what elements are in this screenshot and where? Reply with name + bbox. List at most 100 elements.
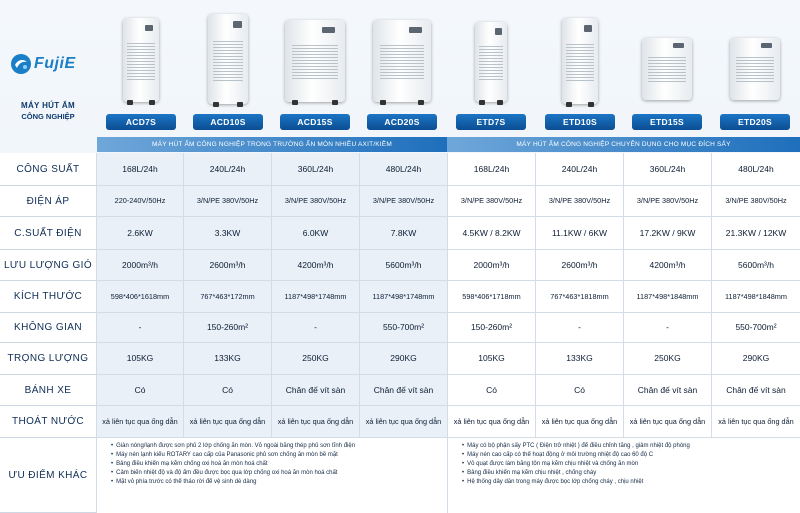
spec-cell: Chân đế vít sàn (359, 375, 447, 406)
spec-cell: 150-260m² (183, 313, 271, 343)
spec-row: TRỌNG LƯỢNG 105KG 133KG 250KG 290KG 105KG 133K… (0, 343, 800, 375)
spec-cell: 17.2KW / 9KW (623, 217, 711, 250)
spec-cell: 250KG (271, 343, 359, 375)
spec-row: KÍCH THƯỚC 598*406*1618mm 767*463*172mm 118… (0, 281, 800, 313)
spec-cell: 360L/24h (271, 153, 359, 186)
spec-row: THOÁT NƯỚC xả liên tục qua ống dẫn xả liên… (0, 406, 800, 438)
advantage-item: Cảm biến nhiệt độ và độ ẩm đều được bọc … (111, 469, 441, 478)
advantages-row: ƯU ĐIỂM KHÁC Giàn nóng/lạnh được sơn phủ… (0, 438, 800, 513)
spec-cell: 105KG (96, 343, 183, 375)
row-label: THOÁT NƯỚC (0, 406, 96, 438)
product-acd15s: ACD15S (272, 12, 358, 130)
spec-cell: 133KG (535, 343, 623, 375)
spec-cell: - (535, 313, 623, 343)
spec-cell: xả liên tục qua ống dẫn (535, 406, 623, 438)
spec-cell: 480L/24h (359, 153, 447, 186)
row-label: CÔNG SUẤT (0, 153, 96, 186)
spec-cell: 2600m³/h (535, 250, 623, 281)
spec-cell: 220-240V/50Hz (96, 186, 183, 217)
advantage-item: Máy nén cao cấp có thể hoạt động ở môi t… (462, 451, 794, 460)
spec-cell: xả liên tục qua ống dẫn (96, 406, 183, 438)
spec-row: CÔNG SUẤT 168L/24h 240L/24h 360L/24h 480L/24… (0, 153, 800, 186)
group-header-drying: MÁY HÚT ẨM CÔNG NGHIỆP CHUYÊN DỤNG CHO M… (447, 137, 800, 152)
spec-cell: 550-700m² (711, 313, 800, 343)
advantages-drying-list: Máy có bộ phận sấy PTC ( Điện trở nhiệt … (462, 442, 794, 487)
spec-cell: 21.3KW / 12KW (711, 217, 800, 250)
brand-block: FujiE MÁY HÚT ẨM CÔNG NGHIỆP (0, 0, 96, 150)
spec-cell: 240L/24h (535, 153, 623, 186)
spec-cell: xả liên tục qua ống dẫn (711, 406, 800, 438)
spec-cell: 598*406*1618mm (96, 281, 183, 313)
brand-subtitle: CÔNG NGHIỆP (21, 112, 75, 121)
row-label: TRỌNG LƯỢNG (0, 343, 96, 375)
spec-cell: 150-260m² (447, 313, 535, 343)
spec-cell: 7.8KW (359, 217, 447, 250)
spec-cell: Có (535, 375, 623, 406)
spec-row: LƯU LƯỢNG GIÓ 2000m³/h 2600m³/h 4200m³/h 560… (0, 250, 800, 281)
spec-cell: 6.0KW (271, 217, 359, 250)
spec-cell: 1187*498*1748mm (271, 281, 359, 313)
spec-cell: 3/N/PE 380V/50Hz (271, 186, 359, 217)
spec-cell: - (271, 313, 359, 343)
spec-cell: 2000m³/h (96, 250, 183, 281)
product-label: ETD7S (456, 114, 526, 130)
spec-cell: 2000m³/h (447, 250, 535, 281)
spec-cell: 133KG (183, 343, 271, 375)
spec-cell: 290KG (359, 343, 447, 375)
advantage-item: Máy nén lạnh kiểu ROTARY cao cấp của Pan… (111, 451, 441, 460)
dehumidifier-image (285, 20, 345, 105)
spec-cell: 4200m³/h (271, 250, 359, 281)
spec-cell: 360L/24h (623, 153, 711, 186)
product-etd15s: ETD15S (624, 12, 710, 130)
spec-cell: 598*406*1718mm (447, 281, 535, 313)
spec-cell: Chân đế vít sàn (623, 375, 711, 406)
spec-cell: 3.3KW (183, 217, 271, 250)
advantage-item: Máy có bộ phận sấy PTC ( Điện trở nhiệt … (462, 442, 794, 451)
spec-cell: - (623, 313, 711, 343)
spec-cell: 11.1KW / 6KW (535, 217, 623, 250)
product-acd7s: ACD7S (98, 12, 184, 130)
spec-cell: 3/N/PE 380V/50Hz (535, 186, 623, 217)
spec-cell: 3/N/PE 380V/50Hz (359, 186, 447, 217)
product-label: ETD10S (545, 114, 615, 130)
spec-cell: 168L/24h (447, 153, 535, 186)
spec-cell: 168L/24h (96, 153, 183, 186)
spec-cell: xả liên tục qua ống dẫn (359, 406, 447, 438)
product-label: ETD20S (720, 114, 790, 130)
spec-cell: Có (96, 375, 183, 406)
dehumidifier-image (208, 14, 248, 107)
brand-logo: FujiE (10, 52, 90, 76)
advantage-item: Bảng điều khiển mạ kẽm chịu nhiệt , chốn… (462, 469, 794, 478)
spec-cell: 3/N/PE 380V/50Hz (623, 186, 711, 217)
advantages-drying: Máy có bộ phận sấy PTC ( Điện trở nhiệt … (447, 438, 800, 513)
spec-cell: Chân đế vít sàn (711, 375, 800, 406)
row-label-advantages: ƯU ĐIỂM KHÁC (0, 438, 96, 513)
spec-cell: 767*463*1818mm (535, 281, 623, 313)
spec-cell: 1187*498*1748mm (359, 281, 447, 313)
advantage-item: Hệ thống dây dẫn trong máy được bọc lớp … (462, 478, 794, 487)
spec-cell: 290KG (711, 343, 800, 375)
dehumidifier-image (730, 38, 780, 100)
row-label: KÍCH THƯỚC (0, 281, 96, 313)
advantage-item: Vỏ quạt được làm bằng tôn mạ kẽm chịu nh… (462, 460, 794, 469)
product-acd10s: ACD10S (185, 12, 271, 130)
fujie-logo-icon (11, 54, 31, 74)
row-label: KHÔNG GIAN (0, 313, 96, 343)
group-header-acid: MÁY HÚT ẨM CÔNG NGHIỆP TRONG TRƯỜNG ẨN M… (97, 137, 447, 152)
product-label: ACD10S (193, 114, 263, 130)
spec-cell: 767*463*172mm (183, 281, 271, 313)
product-etd20s: ETD20S (712, 12, 798, 130)
product-acd20s: ACD20S (359, 12, 445, 130)
spec-cell: 550-700m² (359, 313, 447, 343)
spec-row: ĐIỆN ÁP 220-240V/50Hz 3/N/PE 380V/50Hz 3/N/… (0, 186, 800, 217)
row-label: ĐIỆN ÁP (0, 186, 96, 217)
product-label: ACD7S (106, 114, 176, 130)
spec-cell: 480L/24h (711, 153, 800, 186)
spec-cell: 240L/24h (183, 153, 271, 186)
dehumidifier-image (373, 20, 431, 105)
spec-cell: 3/N/PE 380V/50Hz (711, 186, 800, 217)
product-etd10s: ETD10S (537, 12, 623, 130)
spec-cell: 105KG (447, 343, 535, 375)
spec-cell: xả liên tục qua ống dẫn (447, 406, 535, 438)
brand-title: MÁY HÚT ẨM (21, 101, 75, 110)
